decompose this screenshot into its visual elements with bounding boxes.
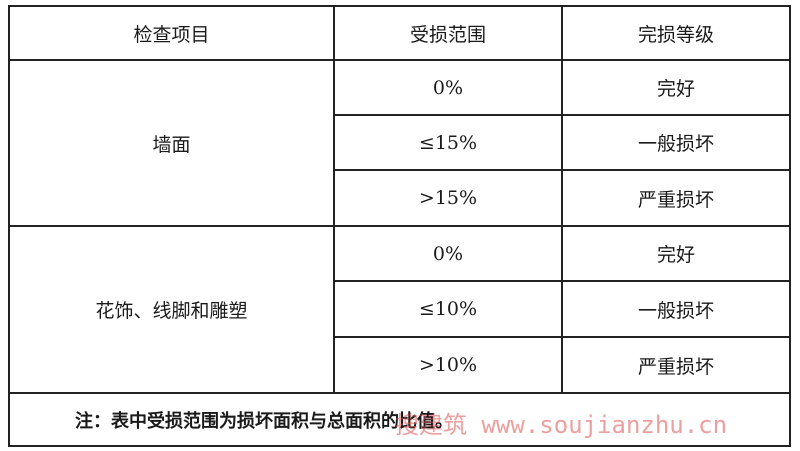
- range-cell: 0%: [432, 242, 464, 265]
- header-grade: 完损等级: [637, 23, 714, 46]
- border-top: [8, 5, 791, 7]
- grade-cell: 严重损坏: [637, 188, 714, 211]
- range-cell: 0%: [432, 76, 464, 99]
- grade-cell: 完好: [656, 244, 695, 266]
- grade-cell: 一般损坏: [637, 299, 714, 322]
- watermark: 搜建筑 www.soujianzhu.cn: [395, 411, 728, 439]
- item-cell: 花饰、线脚和雕塑: [95, 300, 248, 322]
- range-cell: ≤10%: [418, 298, 478, 320]
- border-left: [8, 5, 10, 447]
- note-divider: [8, 392, 791, 394]
- table-note: 注：表中受损范围为损坏面积与总面积的比值。: [75, 411, 453, 432]
- range-cell: >15%: [418, 187, 478, 209]
- header-range: 受损范围: [409, 23, 486, 46]
- grade-cell: 完好: [656, 78, 695, 100]
- range-cell: >10%: [418, 354, 478, 376]
- grade-cell: 严重损坏: [637, 355, 714, 378]
- header-item: 检查项目: [133, 23, 210, 46]
- item-cell: 墙面: [152, 133, 191, 156]
- group-divider: [8, 225, 791, 227]
- border-right: [789, 5, 791, 447]
- border-bottom: [8, 445, 791, 447]
- header-divider: [8, 59, 791, 61]
- grade-cell: 一般损坏: [637, 133, 714, 155]
- column-divider: [561, 5, 563, 394]
- column-divider: [333, 5, 335, 394]
- range-cell: ≤15%: [418, 131, 478, 154]
